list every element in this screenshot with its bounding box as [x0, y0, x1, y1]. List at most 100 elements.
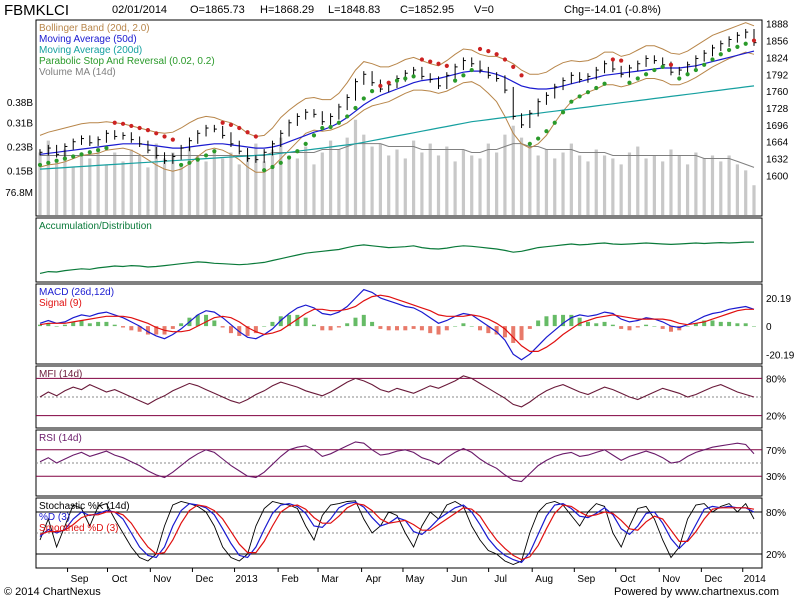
volume-bar	[229, 152, 233, 215]
psar-dot	[79, 152, 84, 157]
psar-dot	[295, 149, 300, 154]
mfi-tick-0: 80%	[766, 374, 786, 385]
volume-bar	[495, 152, 499, 215]
volume-bar	[619, 164, 623, 215]
volume-bar	[146, 167, 150, 215]
volume-bar	[586, 161, 590, 215]
psar-dot	[502, 57, 508, 62]
macd-histogram-bar	[569, 314, 574, 327]
macd-histogram-bar	[212, 320, 217, 327]
psar-dot	[668, 62, 674, 67]
volume-bar	[113, 152, 117, 215]
quote-date: 02/01/2014	[112, 4, 168, 16]
macd-histogram-bar	[478, 326, 483, 331]
x-label: Oct	[112, 574, 128, 585]
macd-line	[39, 288, 755, 361]
volume-bar	[403, 158, 407, 215]
volume-bar	[661, 161, 665, 215]
psar-dot	[486, 48, 491, 54]
volume-bar	[212, 149, 216, 215]
volume-bar	[436, 155, 441, 215]
psar-dot	[212, 149, 217, 154]
psar-dot	[71, 154, 76, 159]
volume-bar	[88, 158, 92, 215]
price-legend-1: Moving Average (50d)	[39, 34, 137, 45]
macd-histogram-bar	[668, 326, 673, 332]
macd-histogram-bar	[395, 326, 399, 331]
psar-dot	[702, 62, 707, 67]
volume-bar	[594, 149, 598, 215]
quote-close: C=1852.95	[400, 4, 455, 16]
psar-dot	[411, 74, 416, 79]
volume-bar	[38, 152, 42, 215]
ma50-line	[39, 50, 755, 155]
psar-dot	[96, 148, 101, 153]
x-label: Nov	[153, 574, 171, 585]
macd-histogram-bar	[635, 326, 640, 328]
volume-bar	[719, 161, 723, 215]
macd-histogram-bar	[444, 326, 449, 331]
volume-bar	[669, 149, 673, 215]
macd-histogram-bar	[328, 326, 333, 331]
macd-histogram-bar	[303, 317, 308, 327]
psar-dot	[635, 76, 640, 81]
macd-histogram-bar	[652, 326, 657, 327]
volume-bar	[602, 155, 607, 215]
psar-dot	[120, 121, 126, 126]
stoch-tick-0: 80%	[766, 508, 786, 519]
psar-dot	[494, 52, 499, 57]
stoch-k-line	[39, 500, 755, 565]
macd-histogram-bar	[494, 326, 499, 335]
psar-dot	[253, 134, 258, 139]
macd-histogram-bar	[129, 326, 134, 331]
macd-histogram-bar	[561, 314, 566, 327]
macd-histogram-bar	[253, 326, 258, 334]
volume-bar	[121, 161, 125, 215]
psar-dot	[87, 150, 92, 155]
volume-bar	[445, 146, 449, 215]
stoch-tick-1: 20%	[766, 550, 786, 561]
volume-bar	[685, 164, 690, 215]
volume-bar	[710, 155, 715, 215]
volume-bar	[312, 164, 316, 215]
quote-volume: V=0	[474, 4, 494, 16]
macd-histogram-bar	[336, 326, 341, 328]
psar-dot	[685, 72, 690, 77]
volume-bar	[287, 155, 291, 215]
macd-histogram-bar	[179, 323, 184, 327]
chart-header: FBMKLCI 02/01/2014 O=1865.73 H=1868.29 L…	[0, 2, 800, 20]
psar-dot	[228, 122, 234, 127]
macd-histogram-bar	[270, 321, 275, 327]
macd-tick-0: 20.19	[766, 294, 791, 305]
volume-bar	[553, 158, 557, 215]
macd-histogram-bar	[320, 326, 325, 331]
psar-dot	[602, 81, 607, 86]
price-tick: 1824	[766, 53, 789, 64]
psar-dot	[187, 160, 192, 165]
bollinger-lower-line	[39, 51, 755, 173]
macd-histogram-bar	[245, 326, 250, 336]
macd-histogram-bar	[511, 326, 516, 343]
psar-dot	[154, 131, 159, 136]
macd-histogram-bar	[718, 321, 723, 327]
volume-bar	[470, 155, 474, 215]
macd-histogram-bar	[419, 326, 424, 331]
macd-histogram-bar	[743, 323, 748, 327]
volume-bar	[735, 164, 739, 215]
volume-ma-line	[40, 143, 755, 168]
macd-histogram-bar	[38, 324, 42, 327]
psar-dot	[203, 153, 209, 158]
price-tick: 1856	[766, 37, 789, 48]
x-label: May	[406, 574, 425, 585]
volume-bar	[519, 137, 524, 215]
volume-bar	[727, 155, 731, 215]
psar-dot	[477, 46, 483, 52]
macd-histogram-bar	[610, 324, 615, 327]
x-label: 2014	[744, 574, 767, 585]
macd-histogram-bar	[486, 326, 491, 334]
macd-histogram-bar	[121, 326, 126, 328]
volume-bar	[752, 185, 756, 215]
volume-bar	[270, 149, 275, 215]
volume-bar	[744, 170, 748, 215]
